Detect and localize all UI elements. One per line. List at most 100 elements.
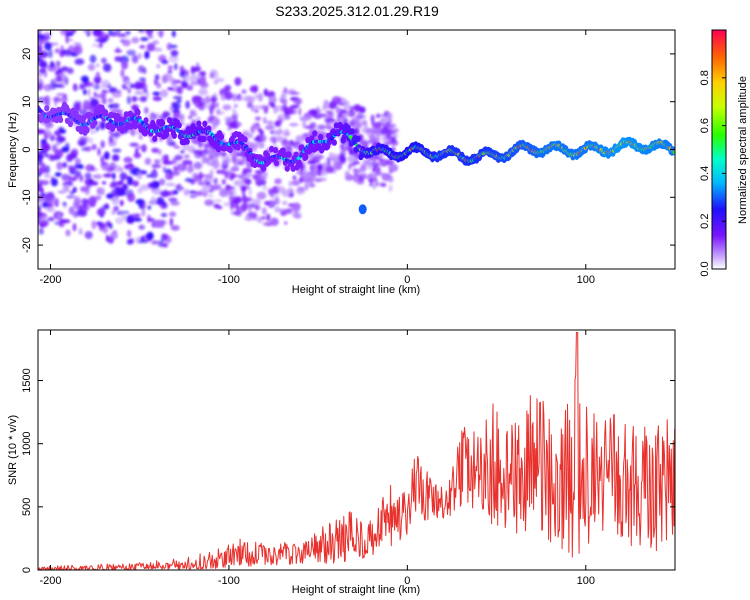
spectrogram-cell (160, 212, 168, 218)
spectrogram-cell (51, 178, 58, 187)
spectrogram-cell (146, 231, 154, 241)
spectrogram-cell (221, 179, 226, 185)
spectrogram-cell (158, 30, 164, 38)
spectrogram-cell (89, 54, 97, 64)
spectrogram-cell (127, 176, 134, 186)
spectrogram-cell (193, 161, 203, 170)
spectrogram-cell (101, 204, 110, 210)
spectrogram-cell (340, 109, 348, 114)
spectrogram-cell (168, 142, 177, 147)
spectrogram-cell (62, 2, 67, 6)
spectrogram-cell (123, 156, 133, 163)
spectrogram-cell (248, 187, 252, 196)
spectrogram-cell (66, 195, 75, 199)
spectrogram-cell (64, 38, 74, 42)
spectrogram-cell (353, 104, 362, 111)
spectrogram-cell (191, 66, 201, 73)
spectrogram-cell (189, 194, 197, 198)
spectrogram-cell (54, 83, 64, 88)
spectrogram-cell (137, 65, 145, 73)
spectrogram-cell (383, 117, 389, 123)
spectrogram-cell (84, 146, 92, 152)
spectrogram-cell (254, 169, 265, 174)
spectrogram-cell (71, 30, 77, 34)
spectrogram-cell (188, 160, 193, 168)
spectrogram-cell (151, 113, 157, 117)
spectrogram-cell (46, 207, 56, 213)
spectrogram-cell (331, 96, 342, 105)
spectrogram-cell (91, 3, 95, 11)
spectrogram-cell (317, 124, 327, 131)
spectrogram-cell (242, 167, 253, 174)
spectrogram-cell (61, 20, 69, 26)
spectrogram-cell (142, 83, 148, 91)
spectrogram-cell (126, 49, 136, 56)
spectrogram-cell (152, 96, 162, 102)
spectrogram-cell (38, 173, 41, 178)
spectrogram-cell (101, 187, 105, 196)
spectrogram-cell (264, 201, 271, 206)
spectrogram-cell (48, 8, 53, 17)
ridge-halo (305, 137, 311, 144)
spectrogram-cell (221, 151, 227, 157)
spectrogram-cell (236, 158, 246, 163)
ridge-halo (227, 146, 233, 154)
spectrogram-cell (60, 45, 64, 52)
spectrogram-cell (41, 12, 45, 18)
spectrogram-cell (268, 96, 277, 104)
spectrogram-cell (290, 105, 299, 109)
spectrogram-cell (80, 21, 87, 26)
spectrogram-cell (38, 167, 48, 174)
spectrogram-cell (241, 202, 248, 211)
ridge-halo (92, 119, 98, 127)
spectrogram-cell (209, 169, 214, 178)
spectrogram-cell (388, 184, 393, 192)
spectrogram-cell (262, 116, 267, 124)
spectrogram-cell (128, 238, 135, 245)
spectrogram-cell (231, 173, 238, 178)
spectrogram-cell (211, 117, 221, 127)
spectrogram-cell (62, 4, 67, 12)
spectrogram-cell (168, 14, 173, 21)
spectrogram-cell (125, 214, 134, 224)
spectrogram-cell (177, 185, 182, 193)
spectrogram-cell (116, 14, 120, 21)
spectrogram-cell (277, 188, 286, 194)
spectrogram-cell (233, 161, 239, 167)
spectrogram-cell (116, 180, 123, 186)
spectrogram-cell (69, 190, 75, 195)
spectrogram-cell (187, 165, 194, 173)
spectrogram-cell (162, 111, 171, 118)
spectrogram-cell (283, 87, 288, 94)
spectrogram-cell (85, 180, 93, 189)
x-tick-label: 0 (404, 274, 410, 286)
spectrogram-cell (143, 96, 147, 101)
spectrogram-cell (198, 71, 207, 77)
spectrogram-cell (195, 174, 203, 183)
spectrogram-cell (317, 163, 323, 172)
spectrogram-cell (198, 102, 205, 107)
spectrogram-cell (252, 174, 259, 180)
spectrogram-cell (152, 23, 158, 29)
y-tick-label: 1500 (21, 368, 33, 392)
spectrogram-cell (121, 212, 127, 222)
spectrogram-cell (265, 213, 271, 222)
spectrogram-cell (225, 184, 231, 191)
spectrogram-cell (156, 82, 162, 89)
spectrogram-cell (112, 148, 122, 153)
spectrogram-cell (242, 177, 250, 185)
spectrogram-cell (159, 89, 169, 98)
spectrogram-cell (362, 140, 371, 145)
spectrogram-cell (170, 49, 179, 57)
spectrogram-cell (69, 7, 77, 11)
spectrogram-cell (254, 94, 259, 99)
spectrogram-cell (61, 146, 70, 153)
spectrogram-cell (62, 162, 68, 168)
figure-title: S233.2025.312.01.29.R19 (275, 3, 439, 19)
spectrogram-cell (115, 217, 124, 225)
y-tick-label: 0 (21, 567, 33, 573)
spectrogram-cell (93, 84, 101, 90)
spectrogram-cell (256, 191, 267, 200)
